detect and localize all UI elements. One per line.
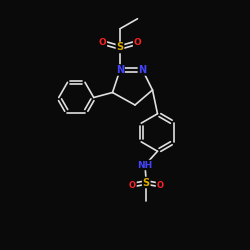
Text: O: O xyxy=(129,180,136,190)
Text: N: N xyxy=(116,65,124,75)
Text: O: O xyxy=(156,180,164,190)
Text: O: O xyxy=(134,38,141,47)
Text: N: N xyxy=(138,65,146,75)
Text: S: S xyxy=(116,42,123,52)
Text: NH: NH xyxy=(138,160,152,170)
Text: S: S xyxy=(143,178,150,188)
Text: O: O xyxy=(98,38,106,47)
